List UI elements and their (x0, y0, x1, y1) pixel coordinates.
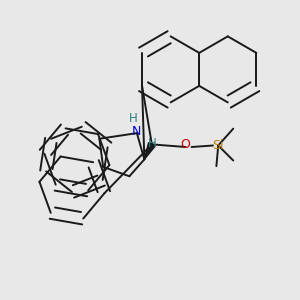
Text: Si: Si (212, 139, 224, 152)
Text: O: O (181, 138, 190, 151)
Text: H: H (148, 137, 156, 150)
Polygon shape (144, 143, 155, 159)
Text: H: H (129, 112, 137, 125)
Text: N: N (132, 125, 142, 138)
